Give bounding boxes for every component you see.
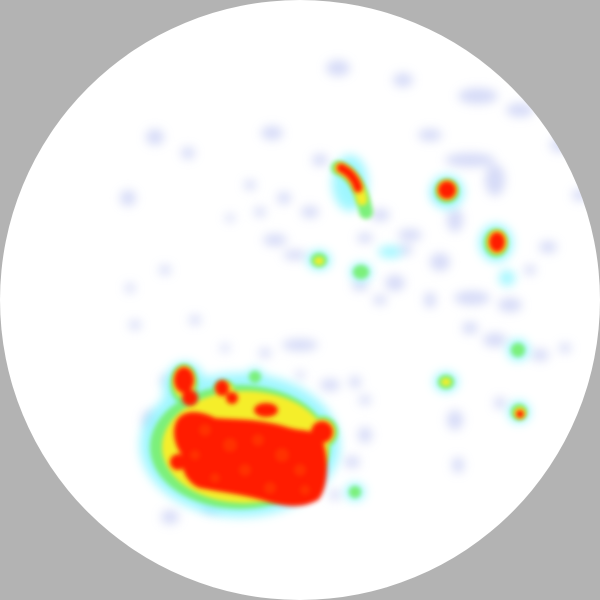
cluster-texture bbox=[190, 424, 310, 495]
heatmap-layer bbox=[120, 60, 588, 524]
high-density-spots bbox=[170, 163, 524, 507]
